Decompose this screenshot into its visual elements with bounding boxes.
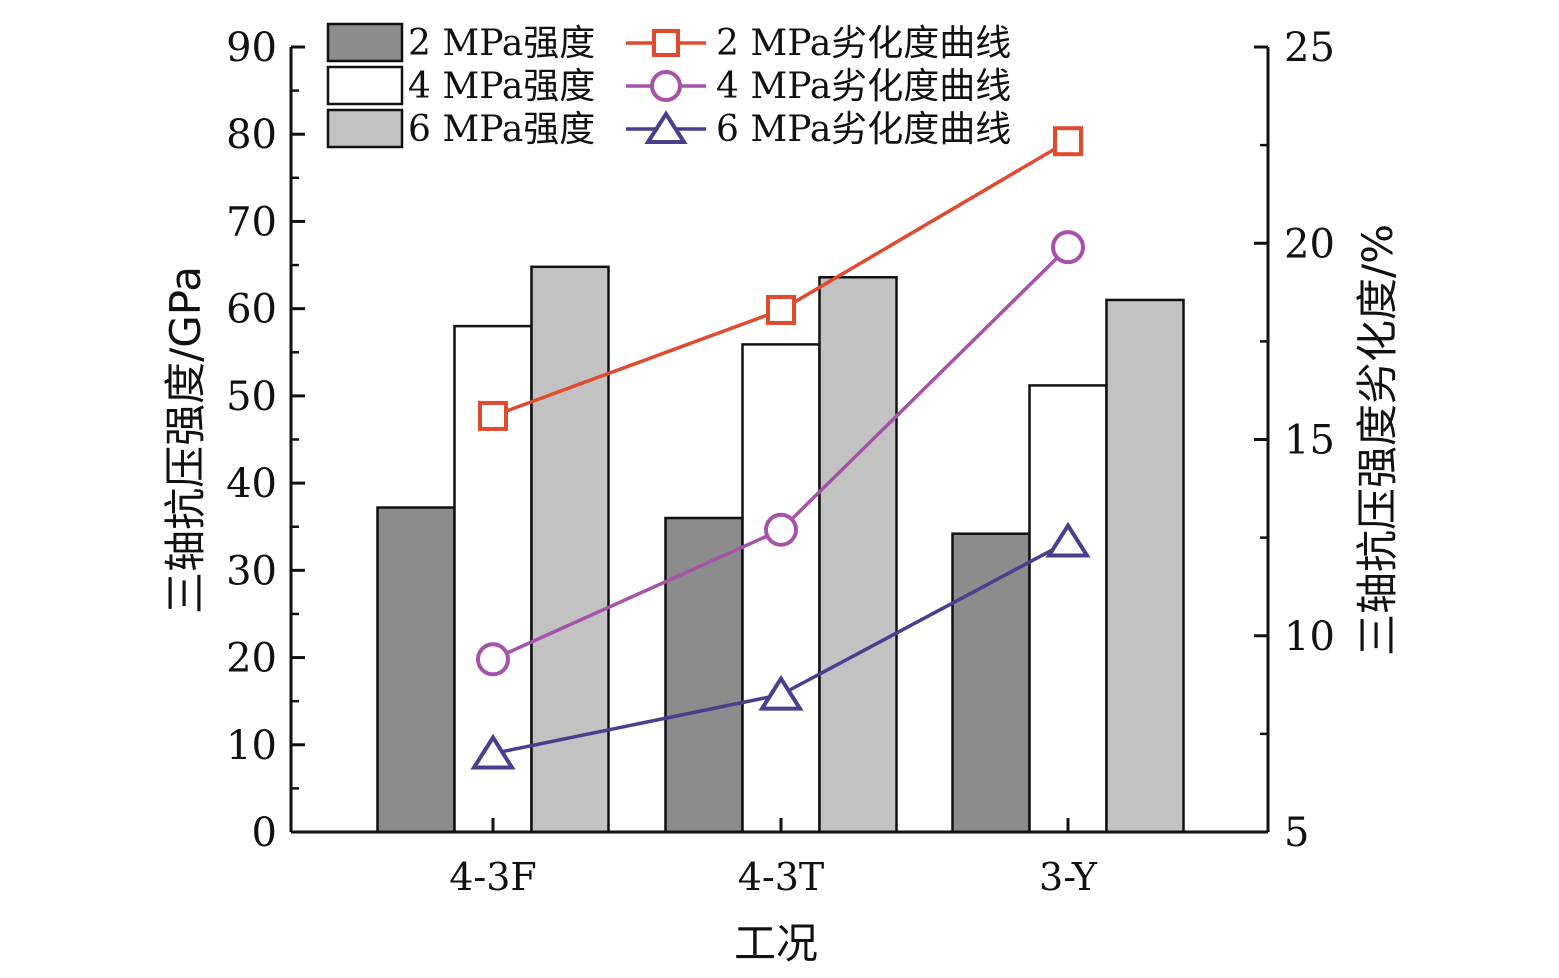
bar-1-0 bbox=[664, 516, 744, 834]
x-tick-label: 4-3T bbox=[738, 855, 825, 899]
legend-marker-1 bbox=[650, 70, 682, 102]
axes-layer: 0 10 20 30 40 50 60 70 80 90 5 10 15 20 25 4-3F 4-3T 3-Y bbox=[226, 25, 1335, 899]
bar-0-2 bbox=[530, 265, 610, 834]
line-point-1-0 bbox=[476, 642, 510, 677]
bar-2-2 bbox=[1105, 298, 1185, 834]
left-tick-label: 60 bbox=[226, 287, 277, 333]
lines-layer bbox=[470, 126, 1091, 770]
line-point-0-0 bbox=[478, 400, 508, 431]
line-point-1-2 bbox=[1051, 230, 1085, 265]
line-point-2-0 bbox=[470, 733, 516, 770]
right-tick-label: 25 bbox=[1284, 25, 1335, 71]
legend-swatch-bar-1 bbox=[326, 65, 404, 106]
legend-label-bar-1: 4 MPa强度 bbox=[408, 66, 595, 107]
left-tick-label: 0 bbox=[252, 810, 277, 856]
line-point-2-2 bbox=[1045, 521, 1091, 558]
legend-swatch-bar-0 bbox=[326, 22, 404, 63]
legend-label-bar-0: 2 MPa强度 bbox=[408, 23, 595, 64]
legend-marker-0 bbox=[652, 29, 680, 57]
legend-label-bar-2: 6 MPa强度 bbox=[408, 109, 595, 150]
left-tick-label: 50 bbox=[226, 374, 277, 420]
bar-1-2 bbox=[818, 276, 898, 834]
x-tick-label: 4-3F bbox=[449, 855, 537, 899]
legend-swatch-bar-2 bbox=[326, 108, 404, 149]
right-tick-label: 5 bbox=[1284, 810, 1309, 856]
right-tick-label: 20 bbox=[1284, 221, 1335, 267]
left-tick-label: 40 bbox=[226, 461, 277, 507]
bars-layer bbox=[376, 265, 1185, 834]
line-point-2-1 bbox=[758, 674, 804, 711]
left-tick-label: 20 bbox=[226, 636, 277, 682]
left-tick-label: 70 bbox=[226, 199, 277, 245]
left-axis-title: 三轴抗压强度/GPa bbox=[161, 266, 210, 614]
legend-marker-2 bbox=[644, 110, 688, 144]
right-axis-title: 三轴抗压强度劣化度/% bbox=[1353, 224, 1402, 656]
right-tick-label: 10 bbox=[1284, 614, 1335, 660]
left-tick-label: 80 bbox=[226, 112, 277, 158]
x-axis-title: 工况 bbox=[734, 919, 818, 968]
line-point-0-2 bbox=[1053, 126, 1083, 157]
line-point-1-1 bbox=[764, 512, 798, 547]
right-tick-label: 15 bbox=[1284, 418, 1335, 464]
line-point-0-1 bbox=[766, 294, 796, 325]
legend-label-line-1: 4 MPa劣化度曲线 bbox=[716, 66, 1011, 107]
bar-2-1 bbox=[1028, 384, 1108, 834]
legend-label-line-0: 2 MPa劣化度曲线 bbox=[716, 23, 1011, 64]
left-tick-label: 90 bbox=[226, 25, 277, 71]
left-tick-label: 30 bbox=[226, 548, 277, 594]
legend-label-line-2: 6 MPa劣化度曲线 bbox=[716, 109, 1011, 150]
left-tick-label: 10 bbox=[226, 723, 277, 769]
x-tick-label: 3-Y bbox=[1039, 855, 1098, 899]
bar-2-0 bbox=[951, 532, 1031, 834]
bar-1-1 bbox=[741, 343, 821, 834]
bar-0-0 bbox=[376, 506, 456, 834]
